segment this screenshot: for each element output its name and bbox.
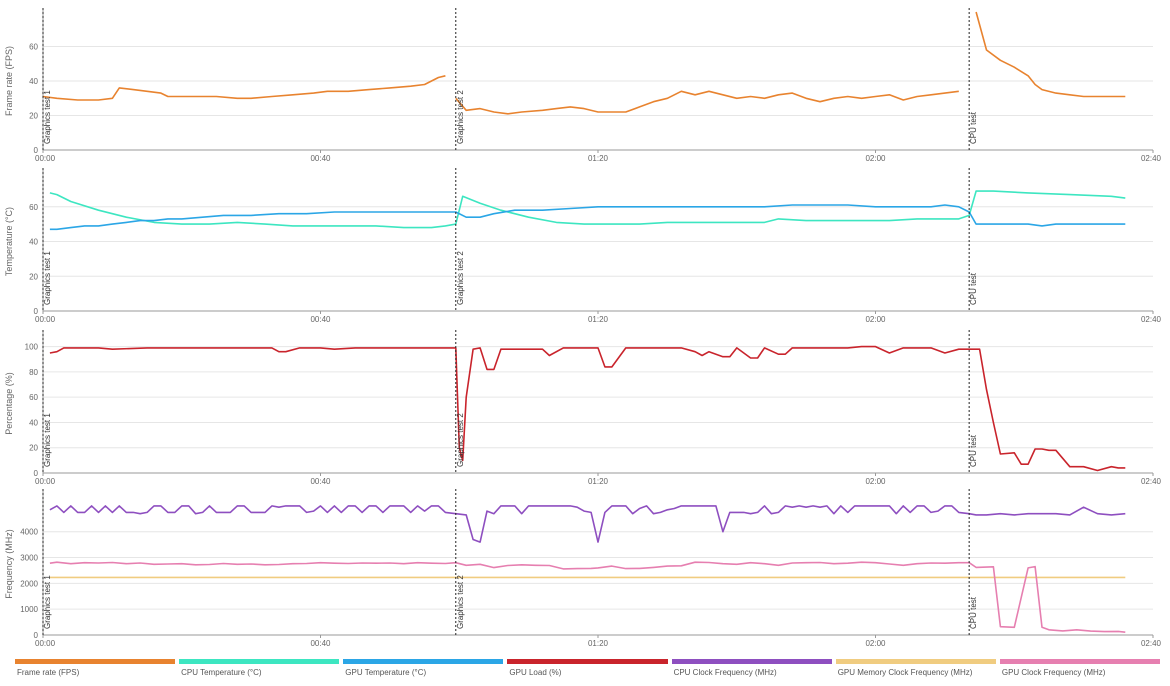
x-tick-label: 00:40	[310, 315, 331, 324]
y-tick-label: 60	[29, 203, 38, 212]
y-tick-label: 3000	[20, 554, 38, 563]
x-tick-label: 02:40	[1141, 477, 1162, 486]
y-tick-label: 60	[29, 393, 38, 402]
legend-label: GPU Temperature (°C)	[345, 668, 427, 677]
x-tick-label: 00:00	[35, 477, 56, 486]
legend-item[interactable]: GPU Memory Clock Frequency (MHz)	[835, 659, 996, 683]
y-tick-label: 40	[29, 418, 38, 427]
x-tick-label: 00:00	[35, 639, 56, 648]
y-tick-label: 20	[29, 444, 38, 453]
x-tick-label: 02:00	[865, 315, 886, 324]
series-line-cpu-clock-frequency-mhz	[49, 505, 1126, 543]
series-line-gpu-temperature-c	[49, 204, 1126, 231]
x-tick-label: 02:40	[1141, 154, 1162, 163]
x-tick-label: 00:00	[35, 315, 56, 324]
x-tick-label: 02:40	[1141, 315, 1162, 324]
legend-item[interactable]: GPU Clock Frequency (MHz)	[999, 659, 1160, 683]
series-line-frame-rate-fps	[975, 11, 1126, 98]
x-tick-label: 00:40	[310, 477, 331, 486]
legend-swatch	[999, 659, 1160, 664]
test-marker-label: Graphics test 2	[456, 413, 465, 467]
x-tick-label: 02:40	[1141, 639, 1162, 648]
series-line-frame-rate-fps	[455, 90, 959, 115]
legend-label: GPU Load (%)	[509, 668, 562, 677]
y-tick-label: 2000	[20, 579, 38, 588]
y-tick-label: 40	[29, 77, 38, 86]
series-line-cpu-temperature-c	[49, 190, 1126, 229]
y-tick-label: 80	[29, 368, 38, 377]
test-marker-label: CPU test	[969, 434, 978, 467]
panel-4: 0 1000 2000 3000 4000 00:00 00:40 01:20 02:00 02:…	[4, 489, 1162, 648]
test-marker-label: Graphics test 2	[456, 575, 465, 629]
y-tick-label: 20	[29, 272, 38, 281]
y-tick-label: 0	[34, 469, 39, 478]
x-tick-label: 01:20	[588, 154, 609, 163]
y-tick-label: 40	[29, 238, 38, 247]
y-axis-label: Frame rate (FPS)	[4, 46, 14, 116]
legend-swatch	[835, 659, 996, 664]
series-line-gpu-load	[49, 345, 1126, 472]
x-tick-label: 00:40	[310, 154, 331, 163]
y-tick-label: 0	[34, 631, 39, 640]
legend-item[interactable]: GPU Temperature (°C)	[343, 659, 504, 683]
y-tick-label: 20	[29, 112, 38, 121]
y-tick-label: 0	[34, 146, 39, 155]
test-marker-label: Graphics test 1	[43, 575, 52, 629]
test-marker-label: Graphics test 2	[456, 251, 465, 305]
y-axis-label: Frequency (MHz)	[4, 529, 14, 599]
legend-label: Frame rate (FPS)	[17, 668, 80, 677]
legend-swatch	[343, 659, 504, 664]
test-marker-label: CPU test	[969, 111, 978, 144]
test-marker-label: Graphics test 1	[43, 413, 52, 467]
y-tick-label: 0	[34, 307, 39, 316]
x-tick-label: 02:00	[865, 639, 886, 648]
panel-1: 0 20 40 60 00:00 00:40 01:20 02:00 02:40 Frame ra…	[4, 8, 1162, 163]
legend: Frame rate (FPS) CPU Temperature (°C) GPU …	[15, 659, 1160, 683]
y-tick-label: 1000	[20, 605, 38, 614]
x-tick-label: 00:40	[310, 639, 331, 648]
test-marker-label: Graphics test 1	[43, 90, 52, 144]
legend-label: CPU Temperature (°C)	[181, 668, 262, 677]
x-tick-label: 02:00	[865, 154, 886, 163]
y-axis-label: Percentage (%)	[4, 372, 14, 435]
legend-label: GPU Memory Clock Frequency (MHz)	[837, 668, 973, 677]
y-tick-label: 60	[29, 43, 38, 52]
legend-item[interactable]: CPU Clock Frequency (MHz)	[671, 659, 832, 683]
test-marker-label: CPU test	[969, 596, 978, 629]
legend-label: CPU Clock Frequency (MHz)	[673, 668, 777, 677]
series-line-gpu-clock-frequency-mhz	[49, 561, 1126, 633]
legend-label: GPU Clock Frequency (MHz)	[1001, 668, 1106, 677]
y-tick-label: 4000	[20, 528, 38, 537]
legend-swatch	[507, 659, 668, 664]
x-tick-label: 02:00	[865, 477, 886, 486]
x-tick-label: 01:20	[588, 315, 609, 324]
x-tick-label: 00:00	[35, 154, 56, 163]
test-marker-label: Graphics test 2	[456, 90, 465, 144]
y-tick-label: 100	[25, 343, 39, 352]
x-tick-label: 01:20	[588, 477, 609, 486]
legend-item[interactable]: CPU Temperature (°C)	[179, 659, 340, 683]
panel-3: 0 20 40 60 80 100 00:00 00:40 01:20 02:00 02:40 Per…	[4, 330, 1162, 486]
chart-panels: 0 20 40 60 00:00 00:40 01:20 02:00 02:40 Frame ra…	[4, 8, 1162, 648]
legend-item[interactable]: GPU Load (%)	[507, 659, 668, 683]
test-marker-label: CPU test	[969, 272, 978, 305]
legend-swatch	[671, 659, 832, 664]
x-tick-label: 01:20	[588, 639, 609, 648]
legend-swatch	[179, 659, 340, 664]
panel-2: 0 20 40 60 00:00 00:40 01:20 02:00 02:40 Temperat…	[4, 168, 1162, 324]
legend-item[interactable]: Frame rate (FPS)	[15, 659, 176, 683]
test-marker-label: Graphics test 1	[43, 251, 52, 305]
legend-swatch	[15, 659, 176, 664]
y-axis-label: Temperature (°C)	[4, 207, 14, 276]
series-line-frame-rate-fps	[42, 75, 446, 101]
